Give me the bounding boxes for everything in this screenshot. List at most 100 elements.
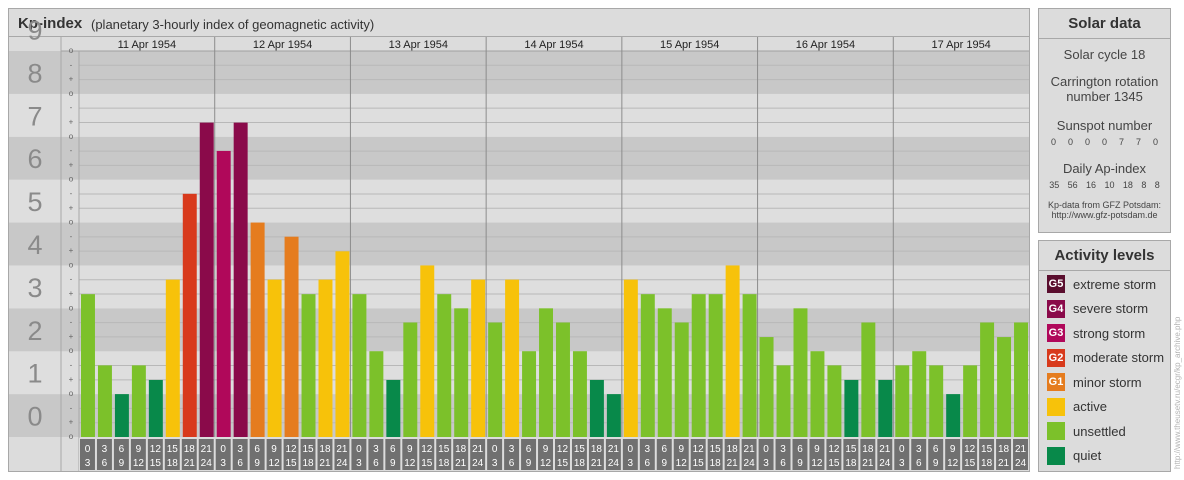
sunspot-value: 0 (1152, 137, 1158, 147)
sub-tick-label: + (69, 289, 74, 298)
interval-cell (164, 439, 180, 470)
interval-cell (622, 439, 638, 470)
interval-cell (724, 439, 740, 470)
interval-cell (894, 439, 910, 470)
interval-end-label: 21 (998, 458, 1010, 469)
interval-start-label: 18 (455, 444, 467, 455)
activity-levels-panel: Activity levels G5 extreme storm G4 severe … (1038, 240, 1171, 472)
interval-start-label: 9 (814, 444, 820, 455)
kp-bar (335, 251, 350, 437)
interval-end-label: 15 (421, 458, 433, 469)
interval-cell (758, 439, 774, 470)
kp-bar (725, 265, 740, 437)
interval-start-label: 21 (201, 444, 213, 455)
interval-end-label: 21 (862, 458, 874, 469)
interval-start-label: 0 (220, 444, 226, 455)
sub-tick-label: - (70, 60, 73, 69)
interval-cell (368, 439, 384, 470)
y-tick-label: 0 (27, 402, 42, 432)
kp-bar (488, 322, 503, 437)
interval-cell (962, 439, 978, 470)
carrington-line2: number 1345 (1066, 89, 1143, 104)
sunspot-value: 7 (1118, 137, 1124, 147)
solar-cycle: Solar cycle 18 (1063, 47, 1146, 62)
interval-end-label: 15 (964, 458, 976, 469)
sub-tick-label: o (69, 389, 74, 398)
interval-end-label: 12 (676, 458, 688, 469)
interval-cell (300, 439, 316, 470)
interval-cell (1013, 439, 1028, 470)
kp-band (9, 179, 1029, 223)
interval-end-label: 24 (879, 458, 891, 469)
sunspot-value: 0 (1084, 137, 1090, 147)
legend-swatch: G3 (1047, 324, 1065, 342)
ap-value: 16 (1086, 180, 1097, 190)
interval-start-label: 21 (744, 444, 756, 455)
day-label: 15 Apr 1954 (660, 39, 719, 51)
kp-bar (182, 193, 197, 437)
interval-end-label: 6 (102, 458, 108, 469)
interval-cell (521, 439, 537, 470)
ap-label: Daily Ap-index (1062, 161, 1147, 176)
interval-cell (470, 439, 486, 470)
ap-value: 8 (1154, 180, 1160, 190)
interval-cell (215, 439, 231, 470)
activity-levels-title: Activity levels (1039, 241, 1170, 271)
kp-bar (165, 279, 180, 437)
chart-subtitle: (planetary 3-hourly index of geomagnetic… (91, 17, 375, 32)
interval-cell (996, 439, 1012, 470)
interval-cell (555, 439, 570, 470)
interval-cell (639, 439, 655, 470)
interval-start-label: 0 (899, 444, 905, 455)
interval-end-label: 18 (167, 458, 179, 469)
solar-data-panel: Solar data Solar cycle 18 Carrington rot… (1038, 8, 1171, 233)
legend-label: extreme storm (1073, 276, 1157, 292)
interval-start-label: 3 (645, 444, 651, 455)
legend-item: active (1047, 397, 1107, 417)
interval-start-label: 6 (119, 444, 125, 455)
kp-bar (505, 279, 520, 437)
interval-end-label: 9 (254, 458, 260, 469)
interval-end-label: 3 (220, 458, 226, 469)
kp-band (9, 136, 1029, 180)
interval-start-label: 21 (472, 444, 484, 455)
kp-bar (674, 322, 689, 437)
interval-start-label: 9 (678, 444, 684, 455)
interval-cell (402, 439, 418, 470)
sub-tick-label: o (69, 260, 74, 269)
interval-start-label: 15 (981, 444, 993, 455)
kp-bar (131, 365, 146, 437)
legend-swatch: G4 (1047, 299, 1065, 318)
interval-end-label: 9 (933, 458, 939, 469)
interval-start-label: 15 (167, 444, 179, 455)
sunspot-values: 0 0 0 0 7 7 0 (1039, 137, 1170, 147)
interval-end-label: 12 (133, 458, 145, 469)
interval-end-label: 18 (302, 458, 314, 469)
chart-header: Kp-index (planetary 3-hourly index of ge… (9, 9, 1029, 37)
interval-cell (656, 439, 672, 470)
legend-item: G4 severe storm (1047, 299, 1148, 319)
y-tick-label: 7 (27, 101, 42, 131)
interval-end-label: 18 (981, 458, 993, 469)
interval-start-label: 21 (608, 444, 620, 455)
interval-end-label: 15 (150, 458, 162, 469)
kp-bar (810, 351, 825, 437)
kp-bar (878, 379, 893, 437)
kp-bar (454, 308, 469, 437)
kp-bar (267, 279, 282, 437)
sunspot-value: 0 (1067, 137, 1073, 147)
sub-tick-label: + (69, 375, 74, 384)
day-label: 17 Apr 1954 (931, 39, 990, 51)
sub-tick-label: o (69, 89, 74, 98)
interval-cell (351, 439, 367, 470)
legend-item: unsettled (1047, 421, 1126, 441)
interval-start-label: 3 (509, 444, 515, 455)
kp-bar (895, 365, 910, 437)
interval-start-label: 21 (879, 444, 891, 455)
interval-start-label: 0 (763, 444, 769, 455)
interval-end-label: 3 (763, 458, 769, 469)
interval-cell (249, 439, 265, 470)
interval-end-label: 15 (557, 458, 569, 469)
kp-bar (759, 337, 774, 437)
kp-bar (420, 265, 435, 437)
